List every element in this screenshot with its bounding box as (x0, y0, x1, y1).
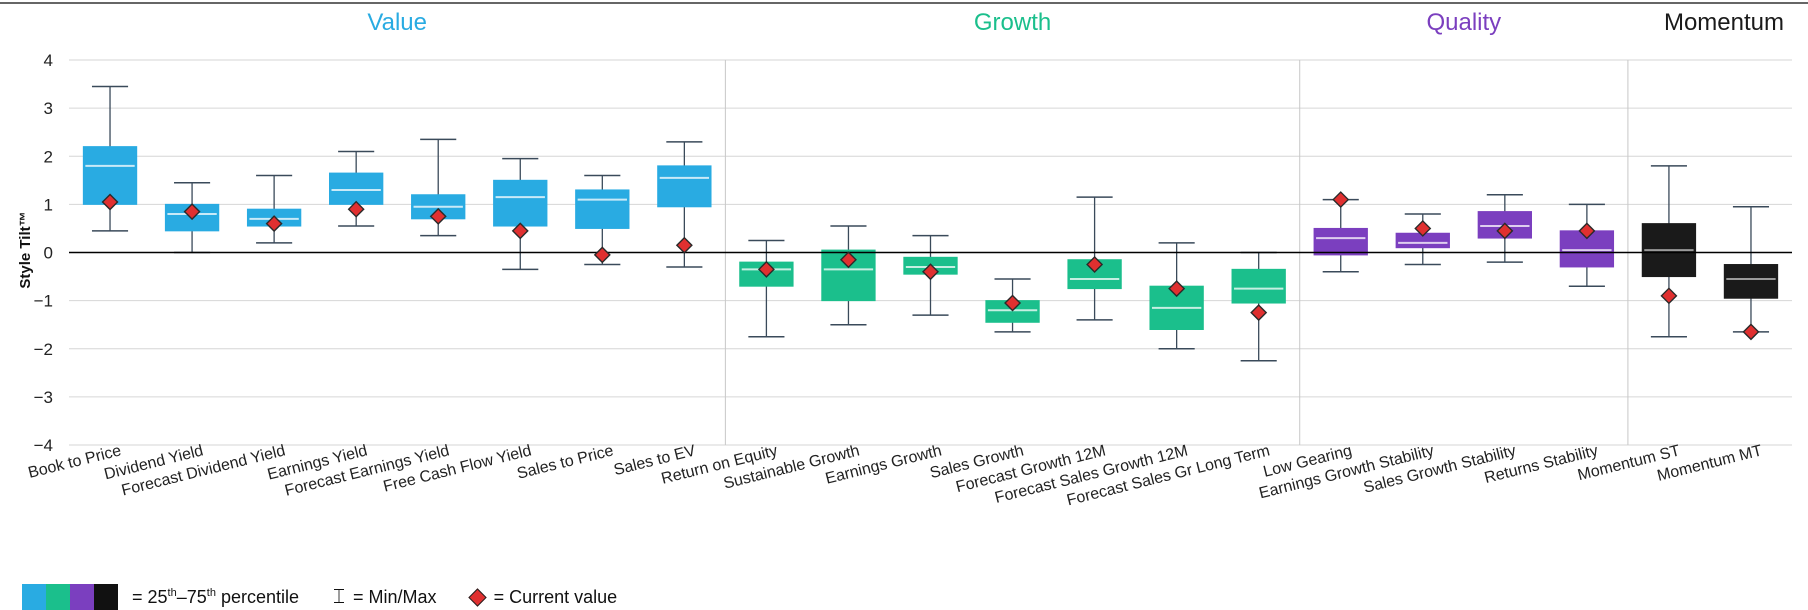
current-value-marker (1414, 219, 1432, 237)
iqr-box (575, 189, 630, 229)
group-titles: Value Growth Quality Momentum (367, 9, 1784, 36)
y-tick-label: −2 (34, 340, 53, 359)
group-title: Momentum (1664, 9, 1784, 36)
box-return-on-equity (739, 239, 794, 338)
legend-swatch-growth (46, 584, 70, 610)
iqr-box (657, 165, 712, 208)
current-value-diamond-icon (467, 587, 487, 607)
group-title: Quality (1426, 9, 1501, 36)
current-value-marker (1332, 191, 1350, 209)
group-title: Value (367, 9, 427, 36)
box-free-cash-flow-yield (493, 157, 548, 271)
current-value-marker (265, 215, 283, 233)
current-value-marker (675, 236, 693, 254)
y-tick-labels: 4 3 2 1 0 −1 −2 −3 −4 (34, 51, 53, 455)
box-forecast-dividend-yield (246, 174, 302, 244)
current-value-markers (101, 191, 1760, 341)
legend-current-label: = Current value (493, 586, 618, 607)
y-tick-label: 2 (44, 147, 53, 166)
box-momentum-st (1641, 165, 1697, 338)
y-tick-label: −3 (34, 388, 53, 407)
y-tick-label: 0 (44, 244, 53, 263)
box-sustainable-growth (821, 225, 876, 326)
current-value-marker (1578, 222, 1596, 240)
iqr-box (329, 172, 384, 205)
legend-percentile-label: = 25th–75th percentile (132, 586, 300, 607)
iqr-box (1723, 264, 1779, 299)
current-value-marker (1660, 287, 1678, 305)
y-tick-label: −1 (34, 292, 53, 311)
legend: = 25th–75th percentile ⌶ = Min/Max = Cur… (22, 584, 651, 610)
legend-swatch-momentum (94, 584, 118, 610)
legend-swatch-quality (70, 584, 94, 610)
box-returns-stability (1559, 203, 1615, 287)
current-value-marker (1496, 222, 1514, 240)
current-value-marker (347, 200, 365, 218)
current-value-marker (1086, 256, 1104, 274)
box-momentum-mt (1723, 206, 1779, 333)
y-tick-label: 4 (44, 51, 53, 70)
legend-minmax-label: = Min/Max (353, 586, 437, 607)
group-title: Growth (974, 9, 1051, 36)
box-series (82, 85, 1779, 362)
iqr-box (493, 179, 548, 227)
current-value-marker (922, 263, 939, 281)
box-low-gearing (1313, 198, 1368, 273)
box-earnings-yield (329, 150, 384, 227)
current-value-marker (839, 251, 857, 269)
y-tick-label: −4 (34, 436, 53, 455)
current-value-marker (1168, 280, 1186, 298)
legend-swatch-value (22, 584, 46, 610)
current-value-marker (593, 246, 611, 264)
current-value-marker (1250, 304, 1268, 322)
box-sales-to-ev (657, 141, 712, 268)
box-plot-chart: Value Growth Quality Momentum 4 3 2 1 0 −1 −2 −3 −4… (0, 2, 1808, 509)
box-forecast-sales-growth-12m (1149, 242, 1204, 350)
current-value-marker (511, 222, 529, 240)
iqr-box (1067, 259, 1122, 290)
iqr-box (1313, 227, 1368, 256)
iqr-box (1231, 268, 1286, 304)
minmax-icon: ⌶ (333, 585, 346, 608)
current-value-marker (429, 207, 447, 225)
box-sales-to-price (575, 174, 630, 266)
current-value-marker (757, 260, 775, 278)
y-tick-label: 1 (44, 195, 53, 214)
y-tick-label: 3 (44, 99, 53, 118)
current-value-marker (183, 203, 201, 221)
current-value-marker (101, 193, 119, 211)
current-value-marker (1742, 323, 1760, 341)
y-axis-label: Style Tilt™ (17, 211, 34, 288)
current-value-marker (1004, 294, 1022, 312)
box-forecast-growth-12m (1067, 196, 1122, 321)
